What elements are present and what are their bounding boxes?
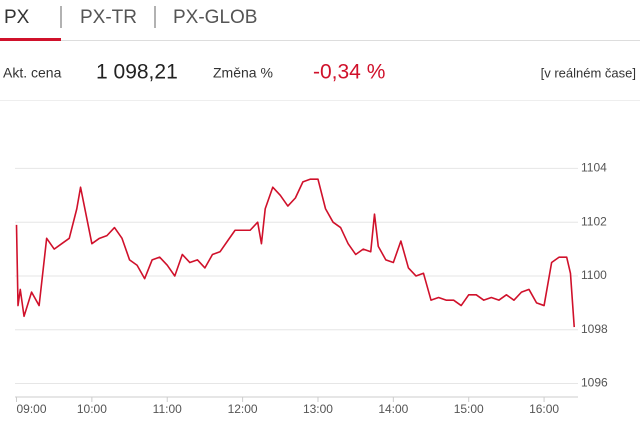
- x-tick-label: 15:00: [454, 402, 484, 416]
- x-tick-label: 13:00: [303, 402, 333, 416]
- price-line: [15, 178, 576, 328]
- y-tick-label: 1098: [581, 322, 608, 336]
- y-tick-label: 1096: [581, 376, 608, 390]
- chart: 1096 1098 1100 1102 1104 09:00 10:00 11:00 12:00…: [15, 161, 608, 416]
- x-tick-label: 14:00: [378, 402, 408, 416]
- tab[interactable]: PX-TR: [80, 7, 137, 28]
- realtime-note: [v reálném čase]: [541, 65, 636, 80]
- x-tick-label: 11:00: [153, 402, 182, 416]
- x-tick-label: 12:00: [228, 402, 258, 416]
- tab[interactable]: PX: [4, 7, 30, 28]
- active-tab-indicator: [0, 38, 61, 41]
- tab[interactable]: PX-GLOB: [173, 7, 257, 28]
- x-tick-label: 09:00: [17, 402, 47, 416]
- y-tick-label: 1104: [581, 161, 607, 175]
- change: -0,34 %: [313, 61, 385, 84]
- price: 1 098,21: [96, 61, 178, 84]
- change-label: Změna %: [213, 65, 273, 81]
- y-tick-label: 1102: [581, 214, 607, 228]
- x-tick-label: 10:00: [77, 402, 107, 416]
- price-label: Akt. cena: [3, 65, 62, 81]
- x-tick-label: 16:00: [529, 402, 559, 416]
- y-tick-label: 1100: [581, 268, 607, 282]
